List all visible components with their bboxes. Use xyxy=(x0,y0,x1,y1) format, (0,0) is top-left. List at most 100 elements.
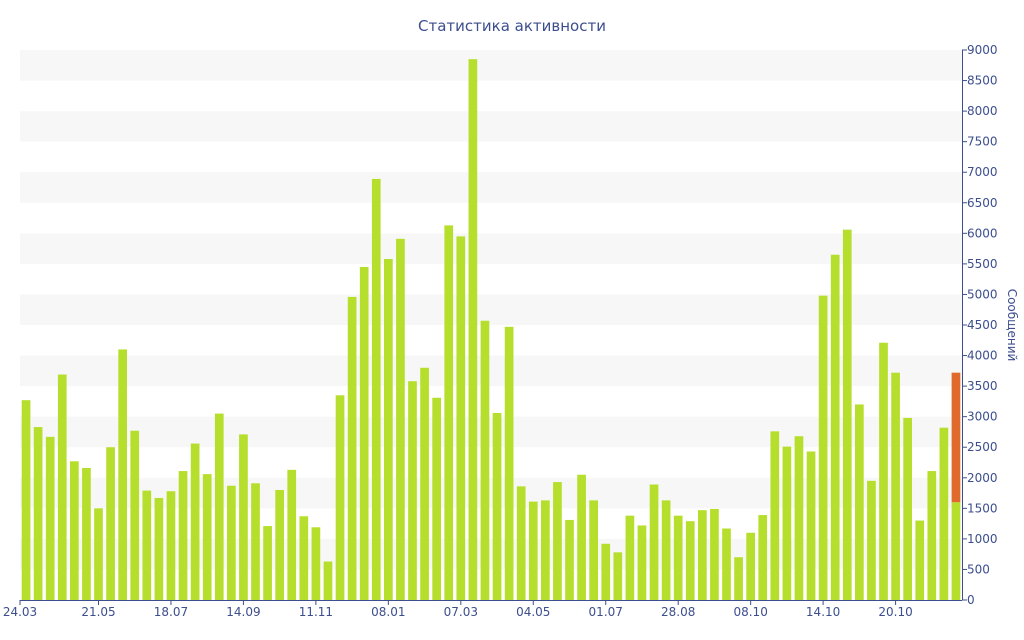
y-tick-label: 9000 xyxy=(967,43,998,57)
bar xyxy=(275,490,285,600)
bar xyxy=(746,532,756,600)
bar xyxy=(263,526,272,600)
y-tick-label: 6500 xyxy=(967,196,998,210)
bar xyxy=(166,491,176,600)
bar xyxy=(239,434,248,600)
bar xyxy=(299,516,309,600)
bar xyxy=(480,320,490,600)
bar xyxy=(770,431,780,600)
bar xyxy=(541,500,550,600)
bar xyxy=(685,521,695,600)
bar xyxy=(408,381,417,600)
bar xyxy=(468,59,478,601)
y-tick-label: 2000 xyxy=(967,471,998,485)
bar xyxy=(553,482,562,600)
grid-band xyxy=(20,294,962,325)
bar xyxy=(842,229,852,601)
x-tick-label: 18.07 xyxy=(154,605,188,619)
bar xyxy=(384,259,393,600)
y-tick-label: 0 xyxy=(967,593,975,607)
bar xyxy=(118,349,128,600)
x-tick-label: 28.08 xyxy=(661,605,695,619)
highlight-bar xyxy=(951,372,961,503)
bar xyxy=(504,326,514,600)
grid-band xyxy=(20,50,962,81)
bar xyxy=(939,427,949,600)
bar xyxy=(782,446,792,600)
bar xyxy=(142,490,152,600)
bar xyxy=(420,367,429,600)
bar xyxy=(33,427,43,600)
bar xyxy=(335,395,345,600)
bar xyxy=(601,543,611,600)
bar xyxy=(396,238,405,600)
bar xyxy=(202,474,212,600)
bar xyxy=(758,515,768,600)
bar xyxy=(818,295,828,600)
y-tick-label: 5000 xyxy=(967,287,998,301)
y-tick-label: 3000 xyxy=(967,410,998,424)
y-tick-label: 1000 xyxy=(967,532,998,546)
grid-band xyxy=(20,477,962,509)
bar xyxy=(371,178,381,600)
chart-title: Статистика активности xyxy=(418,17,606,35)
y-tick-label: 3500 xyxy=(967,379,998,393)
bar xyxy=(287,469,297,600)
y-tick-label: 500 xyxy=(967,562,990,576)
grid-band xyxy=(20,416,962,448)
x-axis: 24.03 21.05 18.07 14.09 11.11 08.01 07.03 04.05… xyxy=(3,600,962,619)
bar xyxy=(649,484,659,600)
bar xyxy=(311,527,321,600)
bar xyxy=(661,500,671,600)
y-tick-label: 7000 xyxy=(967,165,998,179)
grid-band xyxy=(20,172,962,203)
bar xyxy=(190,443,200,600)
x-tick-label: 08.01 xyxy=(371,605,405,619)
bar xyxy=(855,404,864,600)
bar xyxy=(734,557,743,600)
y-tick-label: 8500 xyxy=(967,74,998,88)
bar xyxy=(178,471,188,600)
x-tick-label: 20.10 xyxy=(878,605,912,619)
bar xyxy=(45,436,55,600)
bar xyxy=(154,497,164,600)
bar xyxy=(492,413,502,600)
bar xyxy=(70,461,79,600)
y-tick-label: 7500 xyxy=(967,135,998,149)
bar xyxy=(613,552,623,600)
bar xyxy=(565,519,574,600)
bar xyxy=(722,528,731,600)
bar xyxy=(698,510,707,600)
bar xyxy=(130,430,140,600)
grid-band xyxy=(20,233,962,264)
bar xyxy=(432,397,442,600)
bars-group xyxy=(21,59,961,601)
bar xyxy=(915,520,925,600)
bar xyxy=(867,480,876,600)
y-tick-label: 4500 xyxy=(967,318,998,332)
x-tick-label: 04.05 xyxy=(516,605,550,619)
y-tick-label: 1500 xyxy=(967,501,998,515)
x-tick-label: 24.03 xyxy=(3,605,37,619)
bar xyxy=(528,501,538,600)
bar xyxy=(637,525,647,600)
bar xyxy=(82,468,91,600)
bar xyxy=(903,417,913,600)
bar xyxy=(927,471,937,600)
bar xyxy=(214,413,224,600)
bar xyxy=(323,561,333,600)
x-tick-label: 08.10 xyxy=(733,605,767,619)
x-tick-label: 01.07 xyxy=(589,605,623,619)
bar xyxy=(57,374,67,600)
bar xyxy=(577,474,586,600)
grid-band xyxy=(20,538,962,570)
bar xyxy=(589,500,599,600)
bar xyxy=(710,508,719,600)
grid-band xyxy=(20,355,962,387)
y-tick-label: 2500 xyxy=(967,440,998,454)
bar xyxy=(879,342,888,600)
y-tick-label: 5500 xyxy=(967,257,998,271)
bar xyxy=(891,372,900,600)
x-tick-label: 14.10 xyxy=(806,605,840,619)
x-tick-label: 21.05 xyxy=(81,605,115,619)
